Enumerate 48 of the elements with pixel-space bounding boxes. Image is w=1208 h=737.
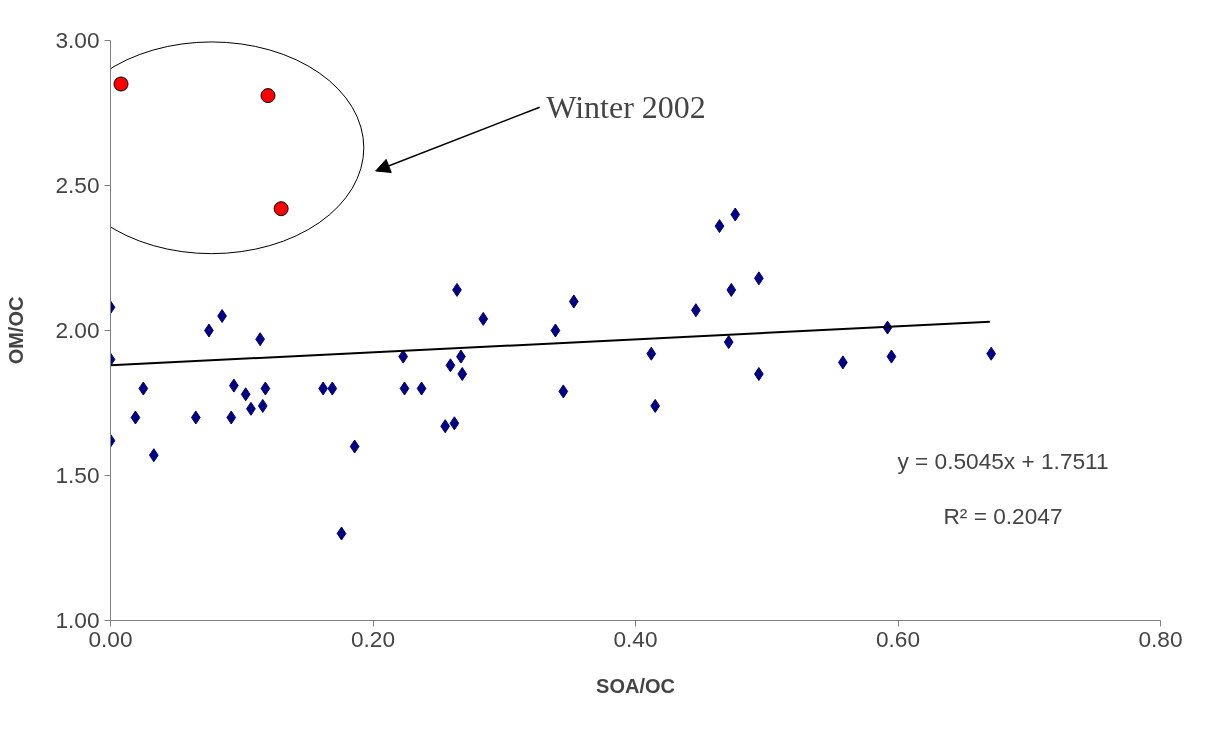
point	[723, 335, 734, 350]
point	[336, 526, 347, 541]
y-tick-label: 2.00	[55, 317, 100, 343]
point	[478, 311, 489, 326]
x-axis-title: SOA/OC	[596, 674, 675, 697]
point	[650, 398, 661, 413]
point	[349, 439, 360, 454]
annotation: y = 0.5045x + 1.7511	[897, 448, 1109, 474]
point	[886, 349, 897, 364]
x-tick-label: 0.80	[1138, 625, 1183, 652]
annotation: R² = 0.2047	[943, 503, 1063, 530]
point	[440, 419, 451, 434]
point	[226, 410, 237, 425]
point	[558, 384, 569, 399]
y-tick-label: 2.50	[55, 172, 100, 198]
point	[457, 367, 468, 381]
point	[754, 367, 764, 381]
y-axis-title: OM/OC	[5, 296, 28, 365]
y-tick-label: 3.00	[55, 27, 100, 53]
point	[260, 88, 276, 104]
point	[646, 346, 657, 361]
point	[714, 219, 725, 234]
point	[260, 381, 271, 396]
point	[398, 349, 409, 364]
point	[445, 358, 456, 373]
x-tick-label: 0.40	[613, 625, 658, 652]
point	[273, 201, 289, 217]
annotation: Winter 2002	[546, 89, 706, 126]
point	[190, 410, 201, 425]
point	[327, 381, 338, 396]
point	[986, 346, 997, 361]
y-tick-label: 1.50	[55, 462, 100, 488]
point	[568, 294, 579, 309]
x-tick-label: 0.20	[350, 625, 396, 652]
point	[113, 76, 129, 92]
point	[240, 387, 251, 402]
point	[730, 207, 741, 222]
point	[449, 416, 460, 431]
point	[148, 448, 159, 463]
point	[257, 398, 268, 413]
point	[217, 309, 227, 323]
point	[726, 282, 737, 297]
point	[550, 323, 561, 338]
point	[399, 381, 410, 396]
point	[130, 410, 141, 425]
point	[138, 381, 149, 396]
point	[416, 381, 427, 396]
x-tick-label: 0.60	[875, 625, 921, 652]
